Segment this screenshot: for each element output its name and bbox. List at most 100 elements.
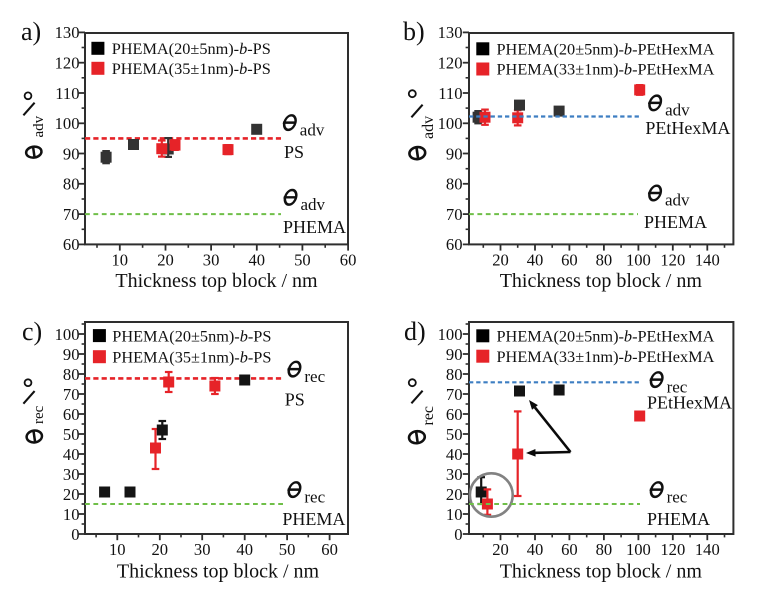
svg-text:rec: rec (304, 487, 325, 506)
svg-text:100: 100 (626, 250, 651, 269)
svg-text:PHEMA(20±5nm)-b-PEtHexMA: PHEMA(20±5nm)-b-PEtHexMA (497, 40, 715, 59)
svg-text:70: 70 (63, 205, 80, 224)
svg-text:PHEMA(35±1nm)-b-PS: PHEMA(35±1nm)-b-PS (112, 59, 271, 78)
svg-text:60: 60 (446, 405, 463, 424)
svg-text:50: 50 (63, 425, 80, 444)
svg-text:20: 20 (152, 540, 169, 559)
svg-text:PHEMA: PHEMA (647, 509, 710, 529)
svg-text:40: 40 (236, 540, 253, 559)
svg-text:130: 130 (438, 23, 463, 42)
svg-text:rec: rec (31, 405, 47, 424)
svg-text:40: 40 (446, 445, 463, 464)
svg-text:100: 100 (438, 114, 463, 133)
svg-text:adv: adv (300, 120, 325, 139)
svg-text:50: 50 (294, 250, 311, 269)
svg-text:90: 90 (446, 144, 463, 163)
svg-text:30: 30 (446, 465, 463, 484)
svg-text:60: 60 (446, 235, 463, 254)
svg-text:40: 40 (249, 250, 266, 269)
svg-text:80: 80 (63, 175, 80, 194)
svg-text:40: 40 (527, 250, 544, 269)
svg-text:30: 30 (63, 465, 80, 484)
svg-text:90: 90 (446, 345, 463, 364)
svg-text:PS: PS (284, 142, 304, 162)
svg-text:rec: rec (667, 377, 688, 396)
svg-text:100: 100 (626, 540, 651, 559)
svg-text:120: 120 (438, 54, 463, 73)
svg-text:PHEMA(35±1nm)-b-PS: PHEMA(35±1nm)-b-PS (112, 347, 271, 366)
svg-text:adv: adv (301, 195, 326, 214)
svg-text:70: 70 (446, 385, 463, 404)
svg-text:110: 110 (438, 84, 462, 103)
svg-text:120: 120 (660, 540, 685, 559)
svg-text:0: 0 (71, 525, 79, 544)
svg-text:Thickness top block / nm: Thickness top block / nm (500, 270, 703, 292)
svg-text:130: 130 (55, 23, 80, 42)
svg-text:10: 10 (112, 250, 129, 269)
svg-text:0: 0 (454, 525, 462, 544)
svg-text:70: 70 (446, 205, 463, 224)
svg-text:b): b) (403, 17, 425, 46)
svg-text:120: 120 (660, 250, 685, 269)
svg-text:PHEMA: PHEMA (282, 509, 345, 529)
svg-text:20: 20 (446, 485, 463, 504)
svg-text:PEtHexMA: PEtHexMA (647, 393, 732, 413)
svg-text:20: 20 (157, 250, 174, 269)
svg-text:90: 90 (63, 345, 80, 364)
svg-text:PEtHexMA: PEtHexMA (645, 118, 730, 138)
svg-text:PHEMA(33±1nm)-b-PEtHexMA: PHEMA(33±1nm)-b-PEtHexMA (497, 60, 715, 79)
svg-text:20: 20 (63, 485, 80, 504)
svg-text:20: 20 (492, 540, 509, 559)
svg-text:60: 60 (561, 540, 578, 559)
svg-text:100: 100 (55, 325, 80, 344)
svg-text:80: 80 (63, 365, 80, 384)
svg-text:40: 40 (527, 540, 544, 559)
svg-text:80: 80 (446, 175, 463, 194)
svg-text:60: 60 (561, 250, 578, 269)
svg-text:100: 100 (55, 114, 80, 133)
svg-text:Thickness top block / nm: Thickness top block / nm (500, 561, 703, 583)
svg-text:PHEMA(33±1nm)-b-PEtHexMA: PHEMA(33±1nm)-b-PEtHexMA (497, 347, 715, 366)
svg-text:90: 90 (63, 144, 80, 163)
svg-text:80: 80 (596, 250, 613, 269)
svg-text:adv: adv (420, 116, 437, 139)
svg-text:60: 60 (340, 250, 357, 269)
svg-text:20: 20 (492, 250, 509, 269)
svg-text:rec: rec (304, 367, 325, 386)
svg-text:70: 70 (63, 385, 80, 404)
svg-text:PHEMA(20±5nm)-b-PS: PHEMA(20±5nm)-b-PS (112, 39, 271, 58)
svg-text:PHEMA(20±5nm)-b-PS: PHEMA(20±5nm)-b-PS (112, 326, 271, 345)
svg-text:40: 40 (63, 445, 80, 464)
svg-text:30: 30 (194, 540, 211, 559)
svg-text:100: 100 (438, 325, 463, 344)
svg-text:PHEMA: PHEMA (283, 217, 346, 237)
svg-text:a): a) (21, 17, 41, 46)
svg-text:10: 10 (63, 505, 80, 524)
svg-text:140: 140 (695, 250, 720, 269)
svg-text:80: 80 (446, 365, 463, 384)
svg-text:adv: adv (665, 101, 690, 120)
svg-text:rec: rec (667, 487, 688, 506)
svg-text:PHEMA(20±5nm)-b-PEtHexMA: PHEMA(20±5nm)-b-PEtHexMA (497, 327, 715, 346)
svg-text:10: 10 (109, 540, 126, 559)
svg-text:60: 60 (321, 540, 338, 559)
svg-text:110: 110 (55, 84, 79, 103)
svg-text:60: 60 (63, 235, 80, 254)
svg-text:120: 120 (55, 54, 80, 73)
svg-text:30: 30 (203, 250, 220, 269)
svg-text:50: 50 (279, 540, 296, 559)
svg-text:Thickness top block / nm: Thickness top block / nm (117, 561, 320, 583)
svg-text:50: 50 (446, 425, 463, 444)
svg-text:140: 140 (695, 540, 720, 559)
svg-text:80: 80 (596, 540, 613, 559)
svg-text:rec: rec (420, 406, 437, 426)
svg-text:d): d) (404, 317, 426, 346)
svg-text:60: 60 (63, 405, 80, 424)
svg-text:10: 10 (446, 505, 463, 524)
svg-text:adv: adv (665, 191, 690, 210)
svg-text:Thickness top block / nm: Thickness top block / nm (115, 270, 318, 292)
svg-text:c): c) (22, 317, 42, 346)
svg-text:PHEMA: PHEMA (644, 212, 707, 232)
svg-text:adv: adv (31, 115, 47, 137)
svg-text:PS: PS (285, 390, 305, 410)
